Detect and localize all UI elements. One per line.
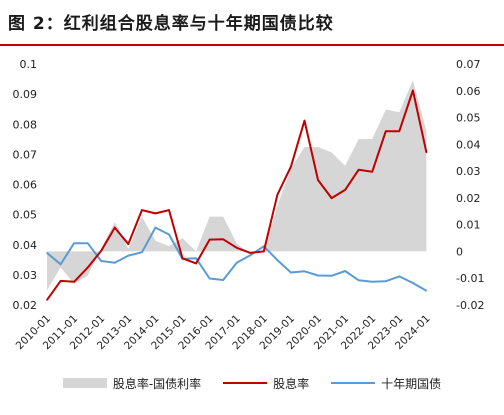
line-layer <box>46 89 428 301</box>
bond-yield-point <box>344 270 346 272</box>
bond-yield-point <box>208 277 211 280</box>
y-left-tick-label: 0.06 <box>13 179 38 192</box>
y-right-tick-label: 0.03 <box>456 165 481 178</box>
dividend-yield-point <box>208 238 211 241</box>
legend: 股息率-国债利率 股息率 十年期国债 <box>0 372 504 394</box>
bond-yield-point <box>73 242 75 244</box>
bond-yield-point <box>114 262 116 264</box>
bond-yield-point <box>290 271 292 274</box>
bond-yield-point <box>86 242 89 244</box>
dividend-yield-point <box>330 197 333 199</box>
left-axis: 0.02 0.03 0.04 0.05 0.06 0.07 0.08 0.09 0.1 <box>13 58 38 312</box>
bond-yield-point <box>357 279 360 282</box>
y-right-tick-label: -0.01 <box>456 272 484 285</box>
dividend-yield-point <box>249 252 252 254</box>
spread-area <box>47 80 427 291</box>
x-axis: 2010-012011-012012-012013-012014-012015-… <box>14 313 433 353</box>
dividend-yield-point <box>141 209 143 211</box>
bond-yield-point <box>425 290 428 292</box>
bond-yield-point <box>154 226 157 229</box>
bond-yield-point <box>127 254 130 257</box>
dividend-yield-point <box>154 212 157 215</box>
bond-yield-point <box>235 262 238 264</box>
y-right-tick-label: 0.05 <box>456 112 481 125</box>
y-right-tick-label: -0.02 <box>456 299 484 312</box>
dividend-yield-point <box>181 257 184 260</box>
legend-label-spread: 股息率-国债利率 <box>112 376 202 391</box>
legend-item-bond: 十年期国债 <box>331 375 441 392</box>
title-bar: 图 2：红利组合股息率与十年期国债比较 <box>0 0 504 46</box>
y-left-tick-label: 0.07 <box>13 148 38 161</box>
right-axis: -0.02 -0.01 0 0.01 0.02 0.03 0.04 0.05 0.06 0.07 <box>456 58 484 312</box>
legend-label-bond: 十年期国债 <box>381 376 442 391</box>
dividend-yield-point <box>100 250 102 252</box>
dividend-yield-point <box>371 171 374 173</box>
bond-yield-point <box>249 254 252 257</box>
dividend-yield-point <box>59 280 62 282</box>
bond-yield-point <box>398 275 401 278</box>
y-right-tick-label: 0.04 <box>456 138 481 151</box>
bond-yield-point <box>168 233 170 236</box>
bond-yield-point <box>59 263 62 266</box>
bond-yield-point <box>276 259 279 261</box>
bond-yield-point <box>303 270 306 273</box>
y-left-tick-label: 0.03 <box>13 269 38 282</box>
bond-yield-point <box>371 281 374 283</box>
legend-item-dividend: 股息率 <box>223 375 309 392</box>
dividend-yield-point <box>317 179 319 181</box>
bond-yield-point <box>195 257 197 260</box>
chart-title: 图 2：红利组合股息率与十年期国债比较 <box>8 14 334 34</box>
bond-yield-point <box>46 252 48 254</box>
bond-yield-point <box>412 282 414 284</box>
legend-label-dividend: 股息率 <box>273 376 310 391</box>
y-left-tick-label: 0.04 <box>13 239 38 252</box>
chart-canvas: 0.02 0.03 0.04 0.05 0.06 0.07 0.08 0.09 0.1 -0.0… <box>13 58 485 353</box>
dividend-yield-point <box>73 281 75 283</box>
y-right-tick-label: 0.06 <box>456 85 481 98</box>
bond-yield-point <box>317 274 319 277</box>
y-left-tick-label: 0.05 <box>13 209 38 222</box>
bond-yield-point <box>222 279 224 281</box>
y-right-tick-label: 0 <box>456 245 463 258</box>
y-left-tick-label: 0.09 <box>13 88 38 101</box>
dividend-yield-point <box>357 168 360 171</box>
dividend-yield-point <box>235 247 238 249</box>
bond-yield-point <box>330 275 333 277</box>
legend-swatch-dividend <box>223 382 268 384</box>
dividend-yield-point <box>412 89 414 92</box>
dividend-yield-point <box>263 250 265 253</box>
dividend-yield-point <box>46 299 48 301</box>
legend-item-spread: 股息率-国债利率 <box>62 375 202 392</box>
bond-yield-point <box>385 280 387 282</box>
dividend-yield-point <box>290 165 292 168</box>
legend-swatch-bond <box>331 382 376 384</box>
bond-yield-point <box>141 251 143 254</box>
spread-area-layer <box>47 80 427 291</box>
dividend-yield-point <box>425 151 428 154</box>
dividend-yield-point <box>168 209 170 211</box>
y-right-tick-label: 0.02 <box>456 192 481 205</box>
y-right-tick-label: 0.07 <box>456 58 481 71</box>
dividend-yield-point <box>127 243 130 245</box>
dividend-yield-point <box>303 119 306 122</box>
dividend-yield-point <box>276 193 279 196</box>
dividend-yield-point <box>195 262 197 265</box>
dividend-yield-point <box>398 130 401 132</box>
bond-yield-point <box>100 260 102 262</box>
dividend-yield-point <box>222 238 224 241</box>
y-left-tick-label: 0.02 <box>13 299 38 312</box>
y-left-tick-label: 0.08 <box>13 118 38 131</box>
legend-swatch-spread <box>62 378 107 388</box>
y-right-tick-label: 0.01 <box>456 219 481 232</box>
dividend-yield-point <box>114 226 116 229</box>
dividend-yield-point <box>385 130 387 132</box>
dividend-yield-point <box>86 266 89 269</box>
y-left-tick-label: 0.1 <box>20 58 38 71</box>
dividend-yield-point <box>344 189 346 191</box>
